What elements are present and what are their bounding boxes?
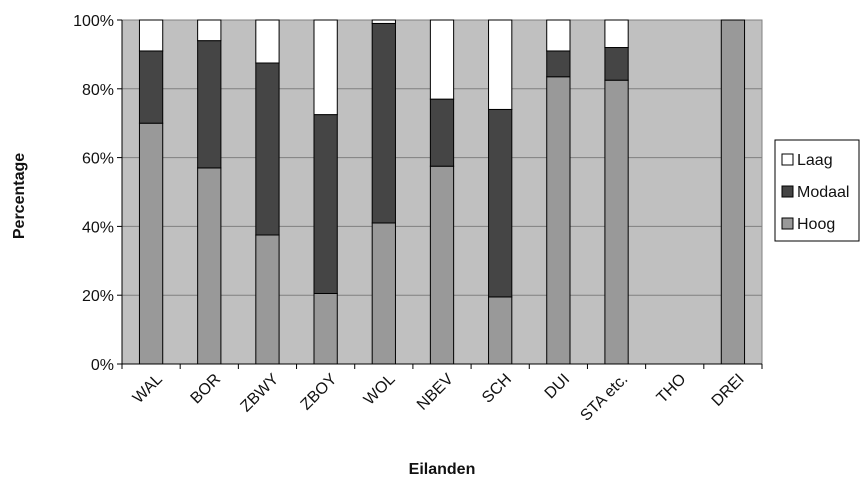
bar-hoog-zboy: [313, 292, 338, 365]
y-tick-label: 40%: [82, 219, 114, 236]
bar-hoog-drei: [720, 19, 746, 365]
bar-laag-bor: [197, 19, 222, 42]
x-tick-label: WOL: [361, 371, 399, 409]
bar-modaal-bor: [197, 40, 222, 169]
x-tick-label: SCH: [479, 371, 515, 407]
x-axis-ticks: WAL BOR ZBWY ZBOY WOL NBEV SCH DUI STA etc. THO DR…: [121, 364, 763, 425]
bar-hoog-sta-etc: [604, 79, 629, 365]
y-axis-title: Percentage: [11, 153, 28, 239]
bar-laag-dui: [546, 19, 571, 52]
bar-hoog-wal: [138, 122, 164, 365]
x-tick-label: DUI: [542, 371, 574, 403]
x-tick-label: WAL: [130, 371, 166, 407]
x-tick-label: BOR: [188, 371, 225, 408]
bar-laag-nbev: [429, 19, 455, 100]
y-axis-ticks: 0% 20% 40% 60% 80% 100%: [73, 13, 762, 374]
bar-modaal-wal: [138, 50, 164, 124]
legend-label-hoog: Hoog: [797, 216, 835, 233]
bar-modaal-sta-etc: [604, 47, 629, 81]
bar-hoog-bor: [197, 167, 222, 365]
y-tick-label: 80%: [82, 82, 114, 99]
bar-hoog-nbev: [429, 165, 455, 365]
bar-hoog-dui: [546, 76, 571, 365]
bar-laag-wal: [138, 19, 164, 52]
x-tick-label: THO: [654, 371, 690, 407]
legend: Laag Modaal Hoog: [774, 139, 860, 242]
bar-modaal-nbev: [429, 98, 455, 167]
legend-swatch-hoog: [781, 217, 794, 230]
bar-hoog-sch: [488, 296, 513, 365]
bar-modaal-dui: [546, 50, 571, 78]
x-tick-label: ZBOY: [298, 371, 341, 414]
x-axis-title: Eilanden: [409, 461, 476, 478]
y-tick-label: 20%: [82, 288, 114, 305]
bar-modaal-zbwy: [255, 62, 280, 236]
y-tick-label: 0%: [91, 357, 114, 374]
bar-hoog-zbwy: [255, 234, 280, 365]
bar-laag-sch: [488, 19, 513, 110]
y-tick-label: 100%: [73, 13, 114, 30]
bar-laag-zboy: [313, 19, 338, 116]
legend-label-modaal: Modaal: [797, 184, 849, 201]
legend-swatch-laag: [781, 153, 794, 166]
bar-modaal-wol: [371, 22, 396, 224]
x-tick-label: ZBWY: [238, 371, 283, 416]
bar-laag-sta-etc: [604, 19, 629, 49]
legend-label-laag: Laag: [797, 152, 833, 169]
bars: [138, 19, 746, 365]
y-tick-label: 60%: [82, 151, 114, 168]
bar-modaal-sch: [488, 108, 513, 298]
x-tick-label: NBEV: [414, 371, 457, 414]
bar-hoog-wol: [371, 222, 396, 365]
bar-laag-wol: [371, 19, 396, 24]
x-tick-label: STA etc.: [577, 371, 631, 425]
x-tick-label: DREI: [709, 371, 748, 410]
bar-laag-zbwy: [255, 19, 280, 64]
bar-modaal-zboy: [313, 114, 338, 294]
legend-swatch-modaal: [781, 185, 794, 198]
